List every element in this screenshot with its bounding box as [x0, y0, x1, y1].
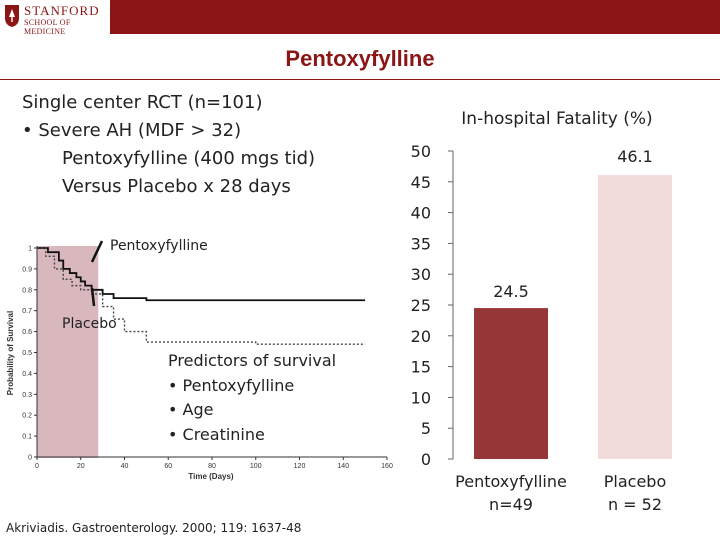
km-x-tick-label: 160 — [381, 463, 393, 470]
placebo-survival-line — [37, 247, 366, 345]
km-y-tick-label: 0.5 — [22, 350, 32, 357]
pentox-pointer — [90, 240, 104, 263]
bar-category-sublabel: n=49 — [489, 495, 533, 514]
bullet-line-3: Pentoxyfylline (400 mgs tid) — [62, 148, 316, 169]
km-x-tick-label: 140 — [337, 463, 349, 470]
bar-y-tick-label: 50 — [411, 142, 431, 161]
km-y-tick-label: 0.2 — [22, 413, 32, 420]
stanford-logo: STANFORD SCHOOL OF MEDICINE — [0, 0, 110, 36]
km-x-tick-label: 80 — [208, 463, 216, 470]
bar-chart-title: In-hospital Fatality (%) — [461, 109, 652, 129]
km-y-tick-label: 0.8 — [22, 287, 32, 294]
bar-y-tick-label: 20 — [411, 327, 431, 346]
fatality-bar-chart: In-hospital Fatality (%) 0 5 10 15 20 25 30 35 4… — [411, 109, 672, 514]
bar-y-tick-label: 40 — [411, 204, 431, 223]
stanford-seal-icon — [5, 5, 19, 27]
km-y-tick-label: 1 — [28, 246, 32, 253]
bar-y-tick-label: 30 — [411, 265, 431, 284]
predictor-item: • Age — [168, 400, 214, 419]
km-y-tick-label: 0.7 — [22, 308, 32, 315]
km-y-tick-label: 0 — [28, 455, 32, 462]
km-label-placebo: Placebo — [62, 316, 117, 332]
bar-y-tick-label: 15 — [411, 358, 431, 377]
km-y-tick-label: 0.1 — [22, 434, 32, 441]
km-x-tick-label: 0 — [35, 463, 39, 470]
title-divider — [0, 79, 720, 80]
bar-y-tick-label: 0 — [421, 450, 431, 469]
bar-y-tick-label: 10 — [411, 388, 431, 407]
bar-category-sublabel: n = 52 — [608, 495, 662, 514]
bar-y-tick-label: 35 — [411, 234, 431, 253]
predictors-of-survival: Predictors of survival • Pentoxyfylline … — [168, 349, 336, 447]
km-x-tick-label: 20 — [77, 463, 85, 470]
km-y-axis-label: Probability of Survival — [6, 311, 15, 395]
km-label-pentoxyfylline: Pentoxyfylline — [110, 238, 208, 254]
bar-placebo — [598, 175, 672, 460]
bullet-line-1: Single center RCT (n=101) — [22, 92, 263, 113]
survival-curve-chart: 0 20 40 60 80 100 120 140 160 0 0.1 0.2 0.3 0.4 0.5 0.6… — [6, 240, 393, 481]
treatment-period-highlight — [37, 246, 99, 458]
study-bullets: Single center RCT (n=101) • Severe AH (M… — [22, 89, 315, 201]
bar-value-label: 24.5 — [493, 282, 529, 301]
km-x-tick-label: 40 — [121, 463, 129, 470]
placebo-pointer — [90, 287, 96, 307]
logo-subtitle: SCHOOL OF MEDICINE — [24, 18, 71, 36]
km-x-tick-label: 60 — [164, 463, 172, 470]
bar-y-tick-label: 45 — [411, 173, 431, 192]
bar-y-tick-label: 5 — [421, 419, 431, 438]
km-x-axis-label: Time (Days) — [188, 472, 234, 481]
bar-pentoxyfylline — [474, 308, 548, 459]
bar-y-tick-label: 25 — [411, 296, 431, 315]
km-y-tick-label: 0.9 — [22, 266, 32, 273]
km-y-tick-label: 0.6 — [22, 329, 32, 336]
km-y-tick-label: 0.4 — [22, 371, 32, 378]
slide-title: Pentoxyfylline — [285, 46, 435, 71]
predictors-heading: Predictors of survival — [168, 351, 337, 370]
km-x-tick-label: 120 — [294, 463, 306, 470]
bullet-line-4: Versus Placebo x 28 days — [62, 176, 291, 197]
predictor-item: • Creatinine — [168, 424, 265, 444]
logo-name: STANFORD — [24, 3, 100, 18]
bullet-line-2: • Severe AH (MDF > 32) — [22, 120, 242, 141]
bar-category-label: Pentoxyfylline — [455, 472, 567, 491]
citation: Akriviadis. Gastroenterology. 2000; 119:… — [6, 521, 302, 535]
km-x-tick-label: 100 — [250, 463, 262, 470]
km-y-tick-label: 0.3 — [22, 392, 32, 399]
bar-value-label: 46.1 — [617, 147, 653, 166]
predictor-item: • Pentoxyfylline — [168, 375, 295, 395]
header-bar — [0, 0, 720, 34]
bar-category-label: Placebo — [604, 472, 666, 491]
pentoxyfylline-survival-line — [37, 247, 366, 302]
